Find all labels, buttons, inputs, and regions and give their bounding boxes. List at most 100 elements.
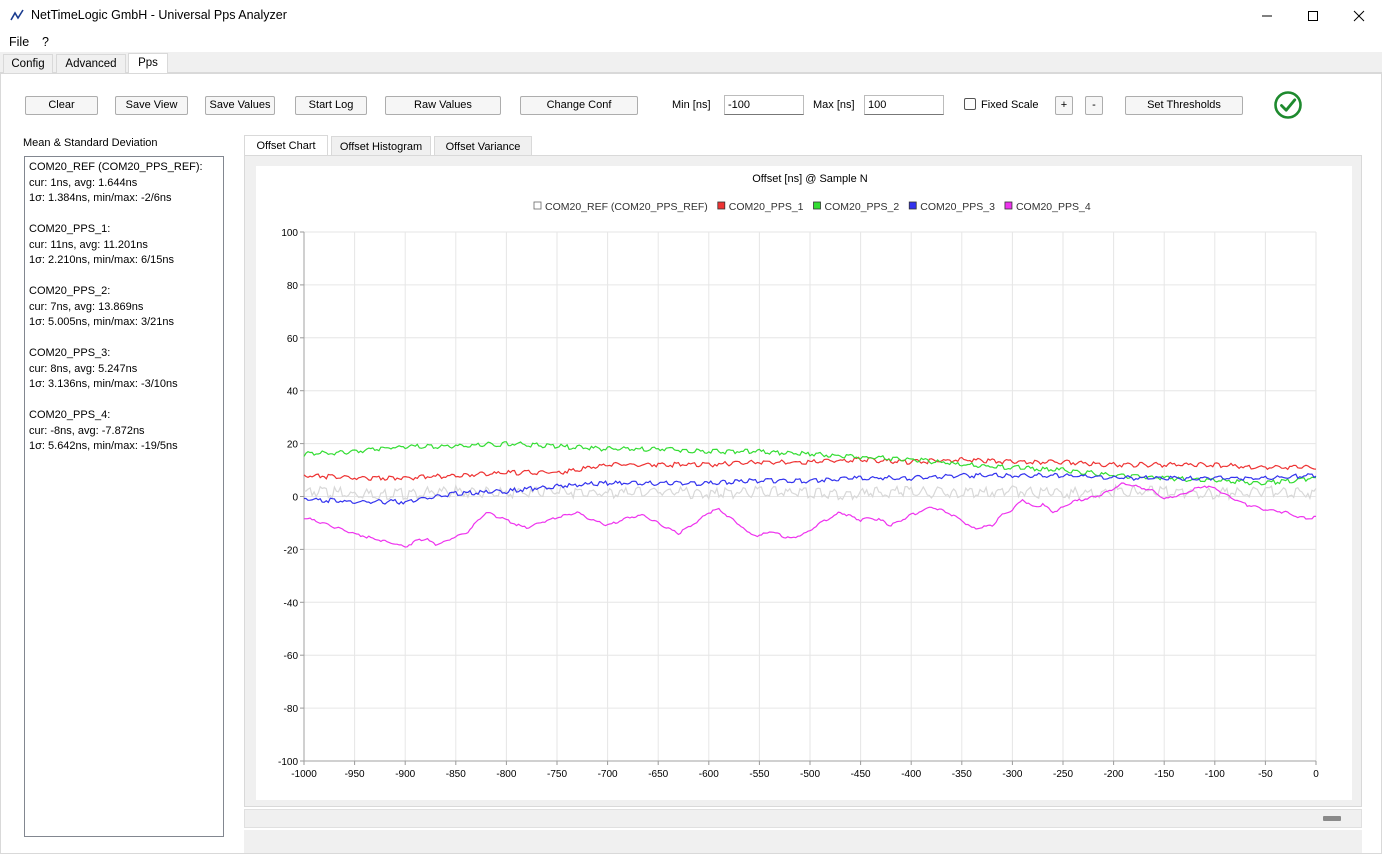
legend-label: COM20_PPS_3 bbox=[920, 201, 995, 213]
tab-offset-histogram[interactable]: Offset Histogram bbox=[331, 136, 431, 156]
tab-pps[interactable]: Pps bbox=[128, 53, 168, 74]
x-tick-label: -700 bbox=[598, 769, 618, 780]
x-tick-label: -750 bbox=[547, 769, 567, 780]
max-input[interactable]: 100 bbox=[864, 95, 944, 115]
maximize-button[interactable] bbox=[1290, 0, 1336, 31]
x-tick-label: 0 bbox=[1313, 769, 1319, 780]
clear-button[interactable]: Clear bbox=[25, 96, 98, 115]
x-tick-label: -100 bbox=[1205, 769, 1225, 780]
stats-cur: cur: 11ns, avg: 11.201ns bbox=[29, 238, 148, 251]
y-tick-label: -100 bbox=[278, 757, 298, 768]
minimize-button[interactable] bbox=[1244, 0, 1290, 31]
y-tick-label: 100 bbox=[281, 228, 298, 239]
tab-offset-chart[interactable]: Offset Chart bbox=[244, 135, 328, 156]
start-log-button[interactable]: Start Log bbox=[295, 96, 367, 115]
x-tick-label: -500 bbox=[800, 769, 820, 780]
stats-name: COM20_PPS_1: bbox=[29, 223, 111, 235]
x-tick-label: -350 bbox=[952, 769, 972, 780]
chart-frame: Offset [ns] @ Sample N -1000 -950 -900 -850-… bbox=[244, 155, 1362, 807]
y-tick-label: 60 bbox=[287, 334, 299, 345]
y-tick-label: 40 bbox=[287, 387, 299, 398]
stats-title: Mean & Standard Deviation bbox=[23, 137, 158, 149]
tab-advanced[interactable]: Advanced bbox=[56, 54, 126, 74]
x-tick-label: -250 bbox=[1053, 769, 1073, 780]
tab-offset-variance[interactable]: Offset Variance bbox=[434, 136, 532, 156]
stats-cur: cur: 8ns, avg: 5.247ns bbox=[29, 362, 138, 375]
window-title: NetTimeLogic GmbH - Universal Pps Analyz… bbox=[31, 8, 287, 22]
close-button[interactable] bbox=[1336, 0, 1382, 31]
stats-cur: cur: 7ns, avg: 13.869ns bbox=[29, 300, 144, 313]
x-tick-label: -50 bbox=[1258, 769, 1273, 780]
stats-block-pps-2: COM20_PPS_2: cur: 7ns, avg: 13.869ns 1σ:… bbox=[29, 284, 219, 331]
app-logo-icon bbox=[10, 9, 24, 21]
x-tick-label: -800 bbox=[496, 769, 516, 780]
stats-block-pps-4: COM20_PPS_4: cur: -8ns, avg: -7.872ns 1σ… bbox=[29, 408, 219, 455]
stats-sigma: 1σ: 5.005ns, min/max: 3/21ns bbox=[29, 316, 174, 328]
save-values-button[interactable]: Save Values bbox=[205, 96, 275, 115]
change-conf-button[interactable]: Change Conf bbox=[520, 96, 638, 115]
offset-chart[interactable]: Offset [ns] @ Sample N-1000 -950 -900 -850-… bbox=[256, 166, 1352, 800]
y-tick-label: 0 bbox=[292, 493, 298, 504]
x-tick-label: -200 bbox=[1104, 769, 1124, 780]
x-tick-label: -550 bbox=[749, 769, 769, 780]
minimize-icon bbox=[1262, 15, 1272, 16]
zoom-in-button[interactable]: + bbox=[1055, 96, 1073, 115]
tab-config[interactable]: Config bbox=[3, 54, 53, 74]
stats-sigma: 1σ: 2.210ns, min/max: 6/15ns bbox=[29, 254, 174, 266]
y-tick-label: -80 bbox=[284, 704, 299, 715]
y-tick-label: 20 bbox=[287, 440, 299, 451]
chart-title: Offset [ns] @ Sample N bbox=[752, 173, 868, 185]
x-tick-label: -150 bbox=[1154, 769, 1174, 780]
x-tick-label: -400 bbox=[901, 769, 921, 780]
legend-marker bbox=[908, 201, 917, 210]
save-view-button[interactable]: Save View bbox=[115, 96, 188, 115]
stats-name: COM20_PPS_3: bbox=[29, 347, 111, 359]
raw-values-button[interactable]: Raw Values bbox=[385, 96, 501, 115]
x-tick-label: -450 bbox=[851, 769, 871, 780]
stats-name: COM20_PPS_4: bbox=[29, 409, 111, 421]
fixed-scale-checkbox[interactable] bbox=[964, 98, 976, 110]
legend-label: COM20_PPS_4 bbox=[1016, 201, 1091, 213]
stats-cur: cur: 1ns, avg: 1.644ns bbox=[29, 176, 138, 189]
stats-block-pps-3: COM20_PPS_3: cur: 8ns, avg: 5.247ns 1σ: … bbox=[29, 346, 219, 393]
series-line bbox=[303, 482, 1316, 548]
y-tick-label: -40 bbox=[284, 598, 299, 609]
pps-tab-content: Clear Save View Save Values Start Log Ra… bbox=[0, 73, 1382, 854]
series-line bbox=[303, 483, 1317, 501]
maximize-icon bbox=[1308, 10, 1318, 21]
menu-file[interactable]: File bbox=[9, 35, 30, 49]
chart-panel: Offset [ns] @ Sample N -1000 -950 -900 -850-… bbox=[256, 166, 1352, 800]
stats-name: COM20_PPS_2: bbox=[29, 285, 111, 297]
x-tick-label: -650 bbox=[648, 769, 668, 780]
menu-help[interactable]: ? bbox=[42, 35, 49, 49]
stats-sigma: 1σ: 3.136ns, min/max: -3/10ns bbox=[29, 378, 178, 390]
y-tick-label: -20 bbox=[284, 545, 299, 556]
stats-sigma: 1σ: 5.642ns, min/max: -19/5ns bbox=[29, 440, 178, 452]
x-tick-label: -900 bbox=[395, 769, 415, 780]
stats-sigma: 1σ: 1.384ns, min/max: -2/6ns bbox=[29, 192, 172, 204]
menu-bar: File ? bbox=[0, 31, 1382, 52]
legend-label: COM20_PPS_2 bbox=[825, 201, 900, 213]
legend-marker bbox=[1004, 201, 1013, 210]
title-bar: NetTimeLogic GmbH - Universal Pps Analyz… bbox=[0, 0, 1382, 31]
main-tab-bar: Config Advanced Pps bbox=[0, 52, 1382, 74]
x-tick-label: -850 bbox=[446, 769, 466, 780]
series-line bbox=[303, 456, 1317, 481]
stats-text-box[interactable]: COM20_REF (COM20_PPS_REF): cur: 1ns, avg… bbox=[24, 156, 224, 837]
x-tick-label: -950 bbox=[345, 769, 365, 780]
series-line bbox=[304, 472, 1317, 505]
zoom-out-button[interactable]: - bbox=[1085, 96, 1103, 115]
close-icon bbox=[1353, 10, 1365, 21]
bottom-strip bbox=[244, 830, 1362, 853]
legend-marker bbox=[533, 201, 542, 210]
y-tick-label: 80 bbox=[287, 281, 299, 292]
legend-marker bbox=[717, 201, 726, 210]
legend-label: COM20_REF (COM20_PPS_REF) bbox=[545, 201, 708, 213]
set-thresholds-button[interactable]: Set Thresholds bbox=[1125, 96, 1243, 115]
horizontal-scrollbar[interactable] bbox=[244, 809, 1362, 828]
min-label: Min [ns] bbox=[672, 99, 711, 111]
scrollbar-thumb[interactable] bbox=[1323, 816, 1341, 821]
min-input[interactable]: -100 bbox=[724, 95, 804, 115]
fixed-scale-label: Fixed Scale bbox=[981, 99, 1039, 111]
x-tick-label: -1000 bbox=[291, 769, 317, 780]
